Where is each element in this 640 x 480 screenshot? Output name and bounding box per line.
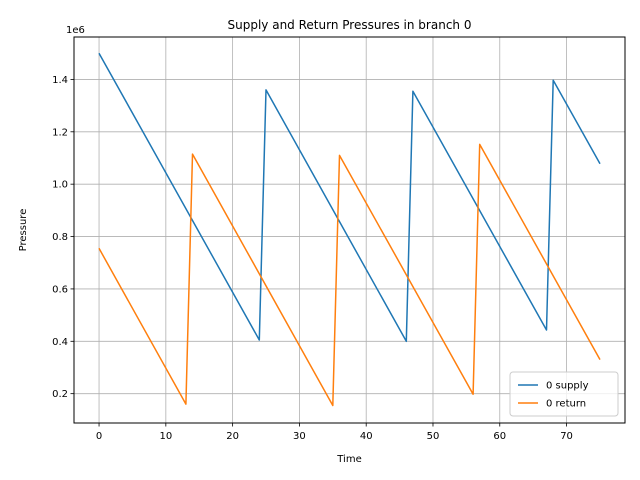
x-tick-label: 0 — [96, 431, 102, 442]
y-ticks: 0.2 0.4 0.6 0.8 1.0 1.2 1.4 — [52, 75, 74, 400]
y-tick-label: 0.8 — [52, 232, 68, 243]
x-ticks: 0 10 20 30 40 50 60 70 — [96, 423, 573, 442]
x-tick-label: 40 — [360, 431, 373, 442]
x-tick-label: 70 — [560, 431, 573, 442]
series-lines — [98, 52, 601, 407]
y-tick-label: 1.2 — [52, 127, 68, 138]
x-tick-label: 20 — [226, 431, 239, 442]
y-tick-label: 1.0 — [52, 180, 68, 191]
legend-label: 0 return — [546, 399, 586, 410]
legend: 0 supply 0 return — [509, 371, 619, 417]
legend-label: 0 supply — [546, 381, 589, 392]
y-tick-label: 1.4 — [52, 75, 68, 86]
x-tick-label: 10 — [159, 431, 172, 442]
x-axis-label: Time — [336, 454, 361, 465]
plot-frame — [73, 36, 626, 424]
series-line — [98, 52, 601, 343]
x-tick-label: 50 — [427, 431, 440, 442]
y-axis-label: Pressure — [18, 209, 29, 252]
x-tick-label: 30 — [293, 431, 306, 442]
y-tick-label: 0.6 — [52, 284, 68, 295]
series-line — [98, 143, 601, 407]
chart-title: Supply and Return Pressures in branch 0 — [228, 18, 472, 32]
grid — [74, 37, 625, 423]
x-tick-label: 60 — [493, 431, 506, 442]
legend-box — [509, 371, 619, 417]
y-tick-label: 0.2 — [52, 389, 68, 400]
y-tick-label: 0.4 — [52, 337, 68, 348]
y-offset-label: 1e6 — [66, 25, 85, 36]
